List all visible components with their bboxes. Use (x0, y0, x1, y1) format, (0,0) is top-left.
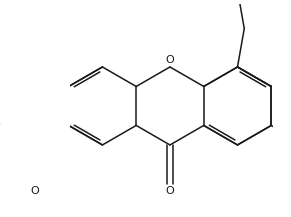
Text: O: O (166, 55, 174, 65)
Text: O: O (31, 186, 39, 196)
Text: O: O (166, 186, 174, 196)
